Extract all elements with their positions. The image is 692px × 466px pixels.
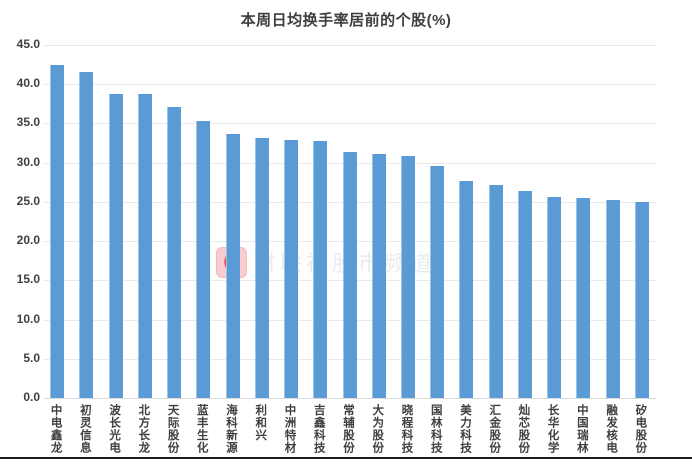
x-category-label: 长华化学: [546, 404, 559, 454]
bar-波长光电: [108, 93, 123, 398]
y-tick-label: 45.0: [16, 37, 40, 51]
gridline: [44, 123, 656, 125]
x-category-label: 中国瑞林: [575, 404, 588, 454]
gridline: [44, 45, 656, 46]
x-category-label: 利和兴: [254, 404, 267, 442]
x-category-label: 波长光电: [108, 404, 121, 454]
y-tick-label: 0.0: [23, 390, 40, 404]
y-tick-label: 10.0: [16, 311, 40, 326]
bar-融发核电: [605, 199, 620, 398]
bar-中国瑞林: [576, 197, 591, 398]
bar-利和兴: [254, 137, 269, 398]
x-category-label: 北方长龙: [137, 404, 150, 454]
bottom-divider: [0, 457, 692, 459]
x-category-label: 大为股份: [371, 404, 384, 454]
x-category-label: 中电鑫龙: [49, 404, 62, 454]
x-category-label: 汇金股份: [488, 404, 501, 454]
bar-汇金股份: [488, 184, 503, 398]
x-category-label: 蓝丰生化: [195, 404, 208, 454]
bar-中电鑫龙: [50, 65, 65, 398]
x-category-label: 吉鑫科技: [312, 404, 325, 454]
y-tick-label: 30.0: [16, 154, 40, 169]
bar-美力科技: [459, 181, 474, 398]
bar-蓝丰生化: [196, 121, 211, 398]
x-category-label: 海科新源: [225, 404, 238, 454]
gridline: [44, 398, 656, 399]
bar-吉鑫科技: [313, 140, 328, 398]
x-category-label: 初灵信息: [78, 404, 91, 454]
bar-天际股份: [167, 106, 182, 398]
bar-晓程科技: [400, 155, 415, 398]
x-category-label: 天际股份: [166, 404, 179, 454]
y-tick-label: 20.0: [16, 233, 40, 248]
x-category-label: 美力科技: [458, 404, 471, 454]
bar-灿芯股份: [517, 190, 532, 398]
y-tick-label: 35.0: [16, 115, 40, 130]
y-tick-label: 25.0: [16, 193, 40, 208]
bar-国林科技: [430, 165, 445, 398]
bar-长华化学: [547, 197, 562, 398]
bar-海科新源: [225, 134, 240, 398]
x-category-label: 中洲特材: [283, 404, 296, 454]
bar-大为股份: [371, 154, 386, 398]
y-tick-label: 15.0: [16, 272, 40, 287]
bar-矽电股份: [634, 201, 649, 398]
bar-中洲特材: [284, 139, 299, 398]
bar-常辅股份: [342, 151, 357, 398]
chart-title: 本周日均换手率居前的个股(%): [240, 12, 452, 29]
x-category-label: 常辅股份: [342, 404, 354, 454]
gridline: [44, 84, 656, 86]
x-category-label: 国林科技: [429, 404, 442, 454]
x-category-label: 灿芯股份: [517, 404, 530, 454]
x-category-label: 晓程科技: [400, 404, 413, 454]
x-category-label: 矽电股份: [634, 404, 647, 454]
x-category-label: 融发核电: [605, 404, 618, 454]
y-tick-label: 5.0: [23, 350, 40, 365]
bar-北方长龙: [137, 94, 152, 398]
y-tick-label: 40.0: [16, 76, 40, 91]
bar-初灵信息: [79, 71, 94, 398]
